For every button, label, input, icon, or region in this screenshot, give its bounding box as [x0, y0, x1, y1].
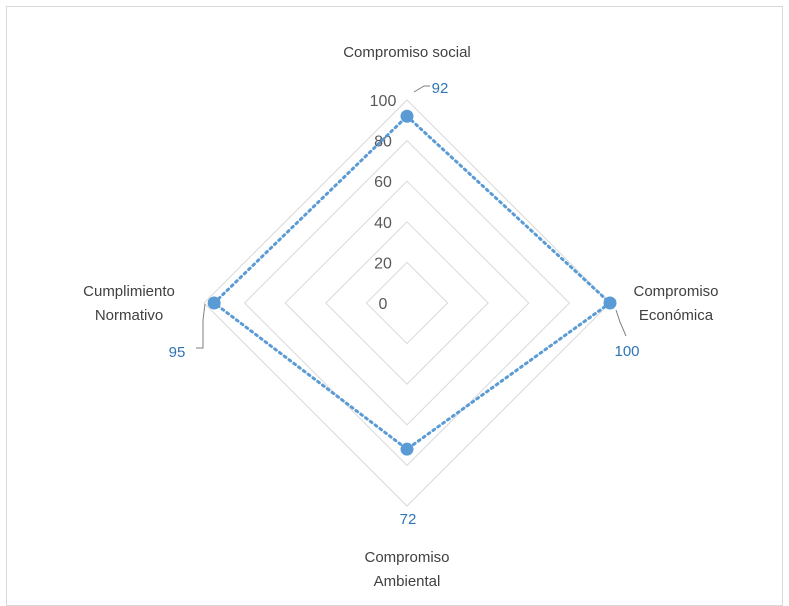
grid-ring-80 [243, 139, 571, 467]
data-label-4: 95 [169, 344, 186, 361]
data-label-2: 100 [614, 343, 639, 360]
data-point-3 [400, 442, 414, 456]
tick-label-20: 20 [374, 255, 392, 272]
leader-line-4 [196, 303, 206, 349]
tick-label-0: 0 [379, 296, 388, 313]
data-label-3: 72 [400, 511, 417, 528]
data-point-4 [207, 296, 221, 310]
data-labels-layer: 92 100 72 95 [169, 80, 640, 528]
data-point-1 [400, 109, 414, 123]
category-label-2: Compromiso Económica [633, 283, 718, 324]
tick-label-60: 60 [374, 174, 392, 191]
tick-label-40: 40 [374, 215, 392, 232]
radial-tick-labels: 0 20 40 60 80 100 [370, 93, 397, 313]
radar-grid [203, 99, 611, 507]
leader-line-1 [413, 85, 430, 93]
series-layer [207, 109, 617, 456]
series-line [211, 114, 613, 452]
category-label-4: Cumplimiento Normativo [83, 283, 175, 324]
category-label-3: Compromiso Ambiental [364, 549, 449, 590]
leader-line-2 [615, 309, 627, 337]
grid-ring-100 [203, 99, 611, 507]
grid-ring-60 [284, 180, 530, 426]
category-labels: Compromiso social Compromiso Económica Comp… [83, 44, 718, 590]
grid-ring-40 [325, 221, 489, 385]
category-label-1: Compromiso social [343, 44, 471, 61]
tick-label-100: 100 [370, 93, 397, 110]
data-point-2 [603, 296, 617, 310]
chart-area [6, 6, 783, 606]
grid-ring-20 [365, 261, 449, 345]
data-label-1: 92 [432, 80, 449, 97]
tick-label-80: 80 [374, 134, 392, 151]
